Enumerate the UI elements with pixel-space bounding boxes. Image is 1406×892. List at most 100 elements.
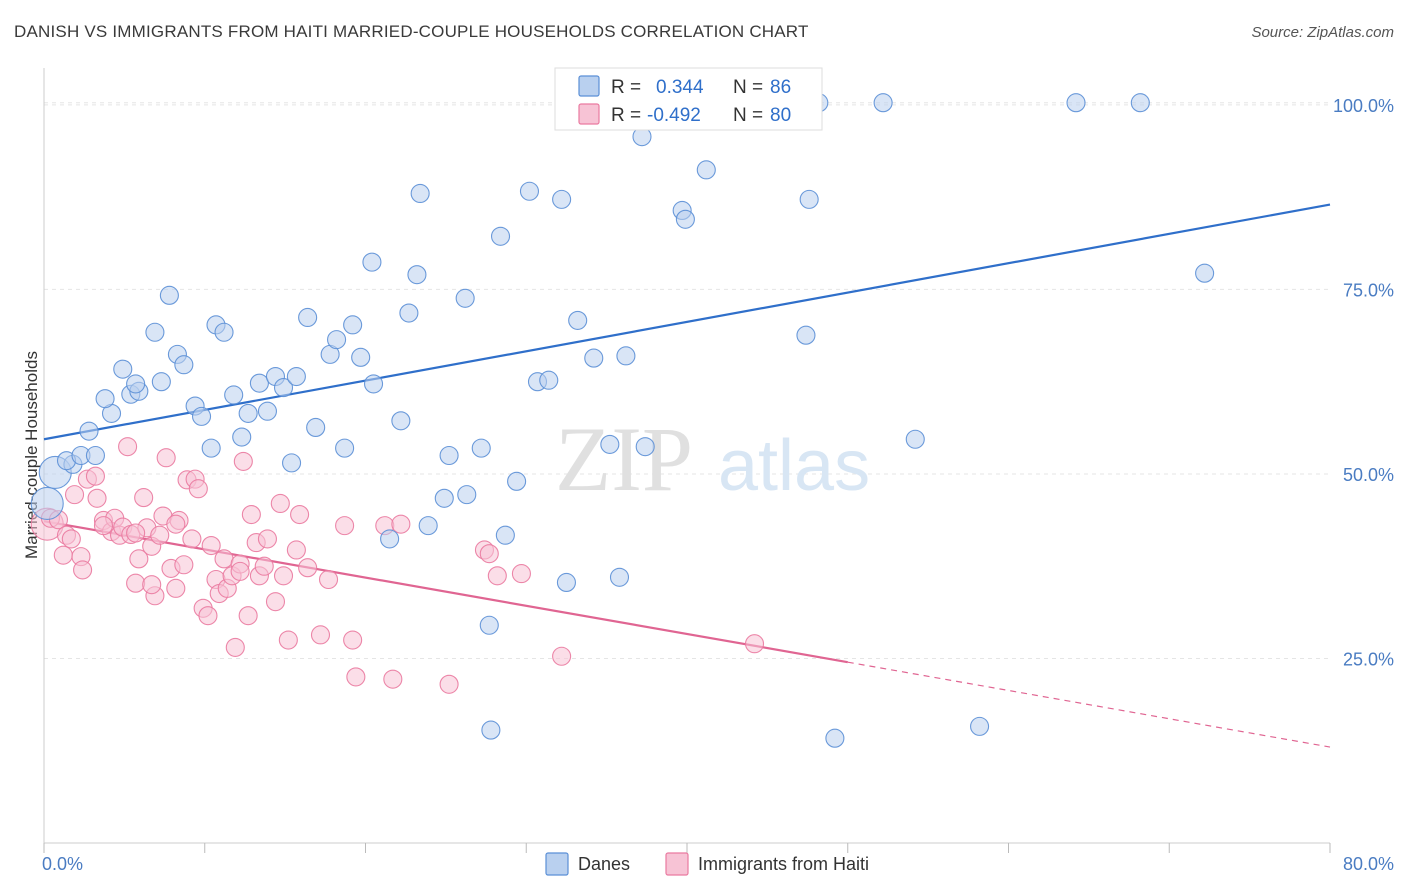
scatter-point [380, 529, 400, 549]
legend-r-value-danes: 0.344 [656, 77, 704, 98]
scatter-point [457, 485, 477, 505]
scatter-point [166, 578, 186, 598]
scatter-point [418, 516, 438, 536]
scatter-point [214, 322, 234, 342]
scatter-point [905, 429, 925, 449]
scatter-point [249, 373, 269, 393]
scatter-point [201, 438, 221, 458]
scatter-point [79, 421, 99, 441]
scatter-point [282, 453, 302, 473]
legend-r-label-danes: R = [611, 77, 641, 98]
scatter-point [825, 728, 845, 748]
scatter-point [129, 549, 149, 569]
scatter-point [335, 438, 355, 458]
scatter-point [214, 549, 234, 569]
scatter-point [166, 514, 186, 534]
scatter-point [616, 346, 636, 366]
scatter-point [343, 630, 363, 650]
scatter-point [159, 285, 179, 305]
scatter-point [471, 438, 491, 458]
stats-legend: R = 0.344 N = 86 R = -0.492 N = 80 [554, 67, 823, 131]
legend-n-label-haiti: N = [733, 105, 763, 126]
scatter-point [343, 315, 363, 335]
scatter-point [511, 564, 531, 584]
scatter-point [539, 370, 559, 390]
scatter-point [156, 448, 176, 468]
scatter-point [434, 488, 454, 508]
scatter-point [552, 189, 572, 209]
scatter-point [399, 303, 419, 323]
scatter-point [174, 555, 194, 575]
scatter-point [85, 466, 105, 486]
y-tick-label: 75.0% [1343, 280, 1394, 300]
scatter-point [286, 540, 306, 560]
scatter-point [298, 558, 318, 578]
scatter-point [455, 288, 475, 308]
scatter-point [391, 514, 411, 534]
scatter-point [73, 560, 93, 580]
legend-n-label-danes: N = [733, 77, 763, 98]
bottom-legend-swatch-haiti [665, 852, 689, 876]
scatter-point [479, 615, 499, 635]
danes-points [30, 93, 1215, 748]
x-tick-label-max: 80.0% [1343, 854, 1394, 874]
scatter-point [479, 544, 499, 564]
y-tick-labels: 25.0% 50.0% 75.0% 100.0% [1333, 96, 1394, 670]
scatter-point [556, 572, 576, 593]
scatter-point [383, 669, 403, 689]
scatter-point [310, 625, 331, 645]
scatter-point [113, 359, 133, 379]
bottom-legend-label-danes: Danes [578, 854, 630, 874]
scatter-point [257, 401, 277, 421]
legend-n-value-haiti: 80 [770, 105, 791, 126]
scatter-point [744, 634, 765, 654]
scatter-point [1066, 93, 1086, 113]
scatter-point [142, 575, 162, 595]
scatter-point [796, 325, 816, 345]
x-ticks [43, 843, 1331, 853]
scatter-point [306, 417, 326, 438]
legend-swatch-danes [578, 75, 600, 97]
trend-line-danes [43, 203, 1331, 441]
scatter-point [85, 445, 105, 466]
y-tick-label: 25.0% [1343, 649, 1394, 669]
legend-r-value-haiti: -0.492 [647, 105, 701, 126]
scatter-point [257, 529, 277, 549]
danes-trend-line [43, 203, 1331, 441]
scatter-point [233, 451, 253, 471]
source-credit: Source: ZipAtlas.com [1251, 24, 1394, 41]
scatter-point [351, 347, 371, 367]
watermark: ZIP atlas [555, 408, 870, 510]
scatter-point [273, 566, 294, 586]
scatter-point [265, 592, 286, 612]
scatter-point [290, 504, 310, 525]
trend-line-haiti-extension [847, 661, 1331, 748]
scatter-point [298, 307, 318, 328]
scatter-point [609, 567, 630, 587]
scatter-point [87, 488, 107, 508]
scatter-point [439, 674, 459, 694]
scatter-point [230, 561, 250, 581]
y-tick-label: 100.0% [1333, 96, 1394, 116]
scatter-point [201, 535, 221, 556]
scatter-point [600, 434, 620, 454]
scatter-point [270, 493, 290, 514]
scatter-point [238, 403, 258, 423]
scatter-point [552, 646, 572, 666]
scatter-point [126, 374, 146, 394]
scatter-point [134, 488, 154, 508]
scatter-point [346, 667, 366, 687]
scatter-point [278, 630, 298, 650]
chart-title: DANISH VS IMMIGRANTS FROM HAITI MARRIED-… [14, 22, 809, 41]
scatter-point [286, 366, 306, 387]
scatter-point [1130, 93, 1150, 113]
scatter-point [182, 529, 202, 549]
scatter-point [675, 209, 695, 229]
scatter-point [53, 545, 73, 565]
scatter-point [273, 378, 294, 398]
scatter-point [327, 330, 347, 350]
y-tick-label: 50.0% [1343, 465, 1394, 485]
scatter-point [335, 516, 355, 536]
scatter-point [391, 411, 411, 431]
